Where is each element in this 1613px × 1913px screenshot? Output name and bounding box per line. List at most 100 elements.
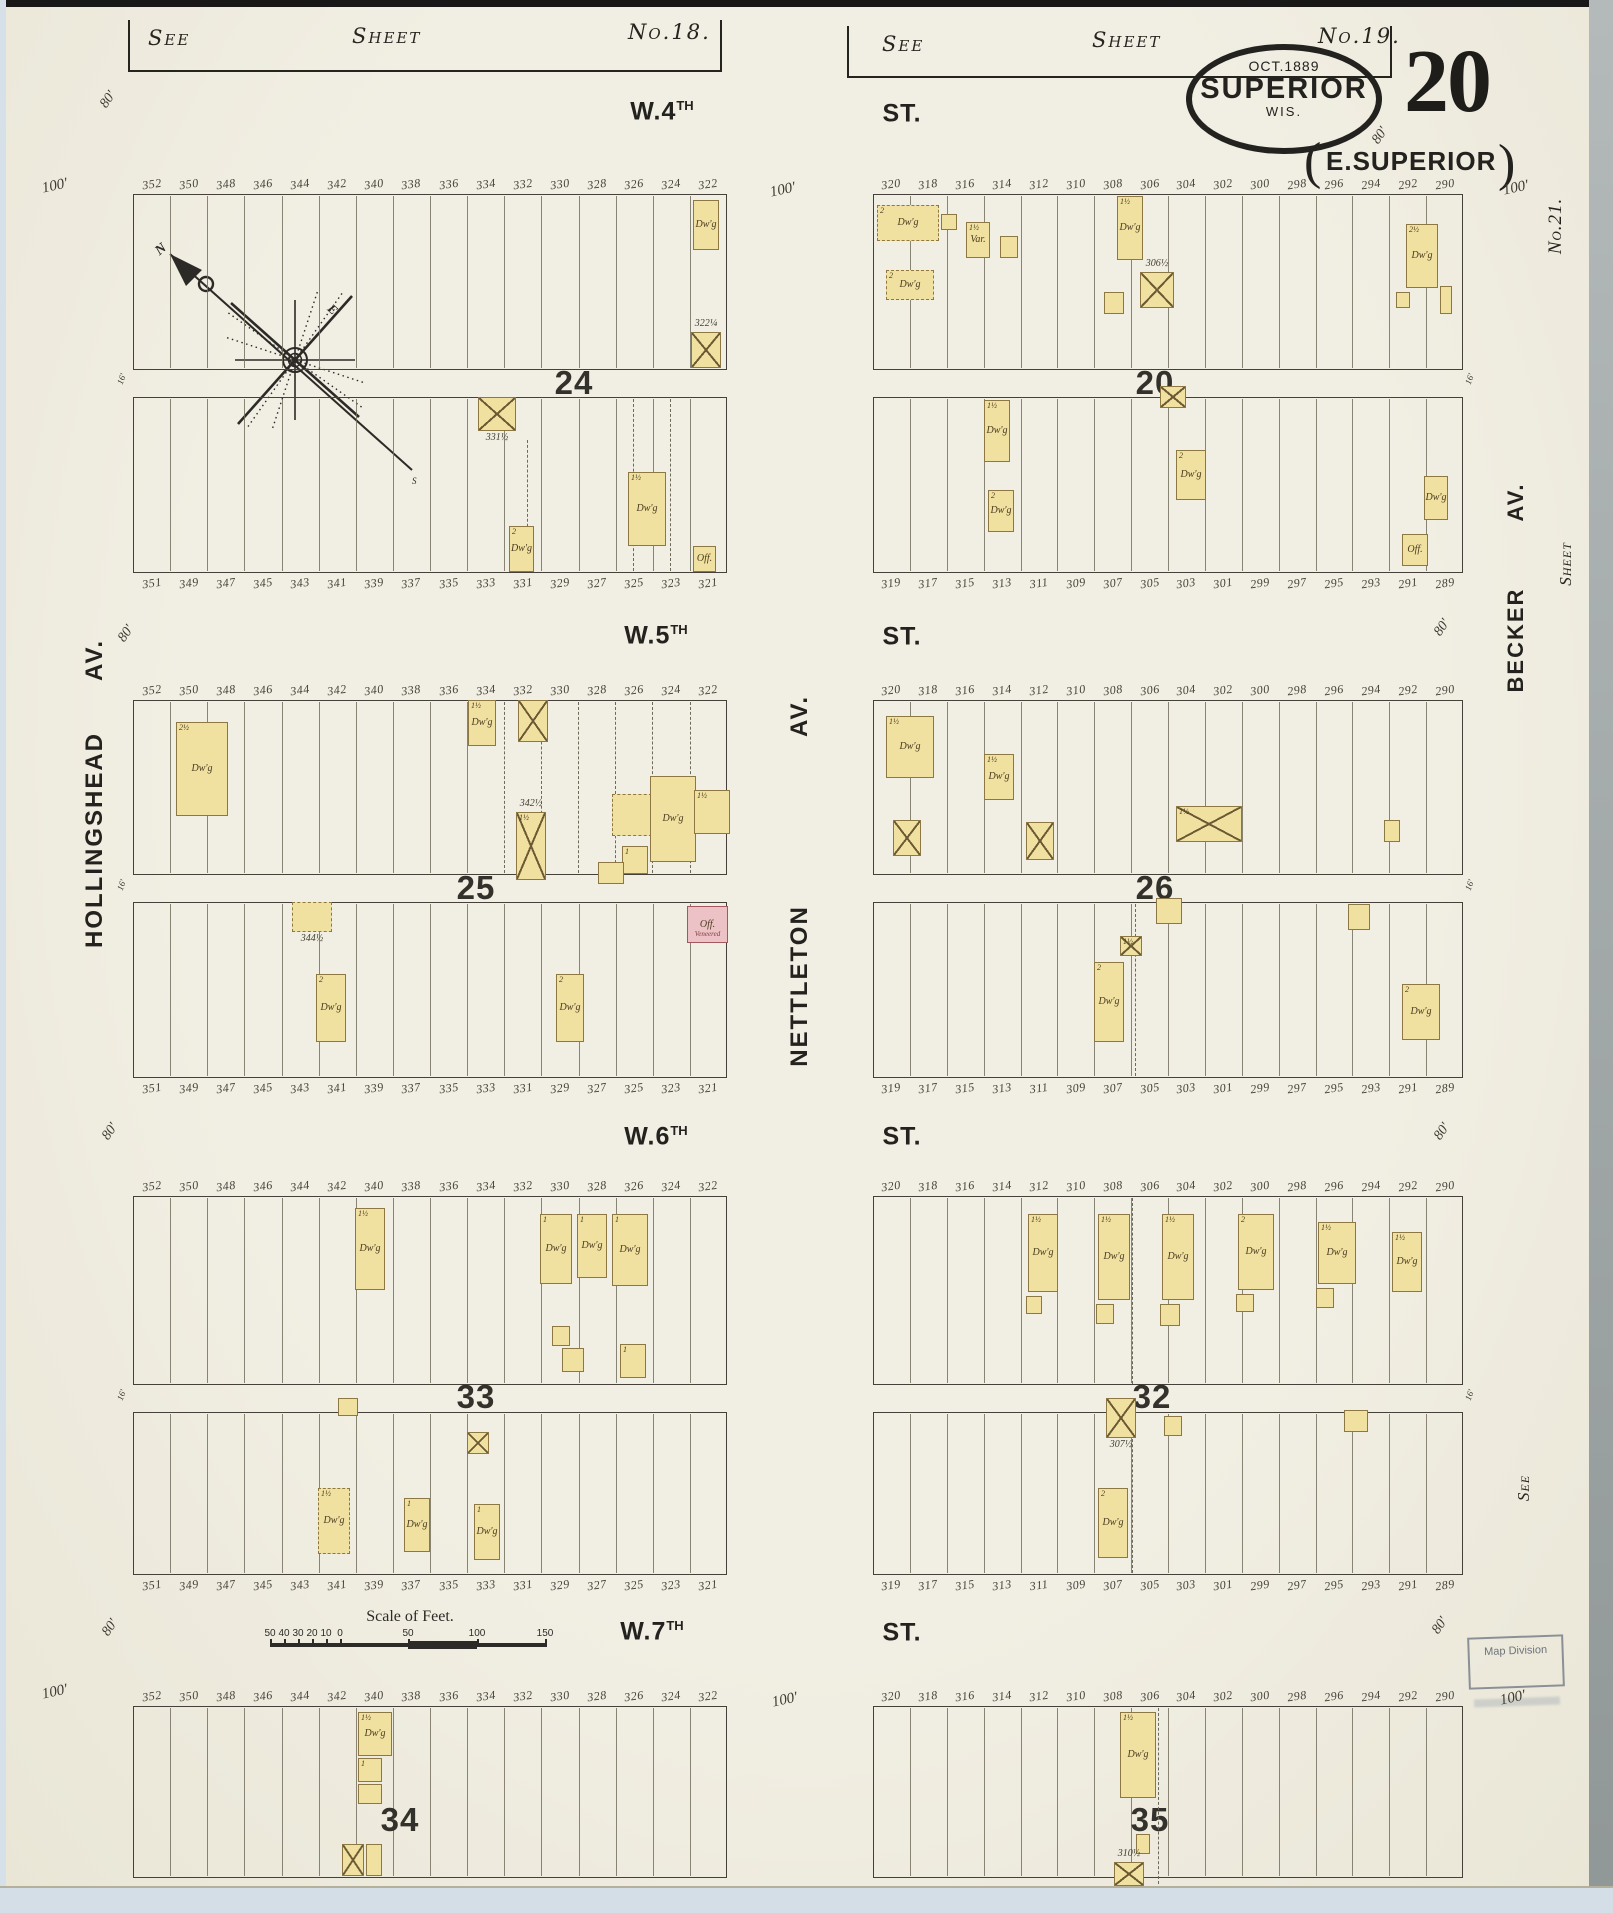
building-use-label: Dw'g: [1410, 1006, 1432, 1017]
lot-number: 321: [697, 1576, 719, 1594]
lot-number: 293: [1360, 574, 1382, 592]
block-number: 32: [1132, 1378, 1172, 1415]
lot-number: 336: [437, 1177, 460, 1195]
building-storeys: 1½: [1321, 1223, 1331, 1232]
lot-line: [578, 1414, 580, 1573]
building-storeys: 1: [543, 1215, 547, 1224]
lot-line: [1389, 1708, 1391, 1876]
lot-line: [578, 1708, 580, 1876]
building: [342, 1844, 364, 1876]
lot-number: 323: [660, 1576, 682, 1594]
lot-line: [1204, 1708, 1206, 1876]
lot-number: 321: [697, 574, 719, 592]
lot-line: [1241, 1708, 1243, 1876]
lot-line: [207, 399, 209, 571]
scale-tick-label: 150: [536, 1628, 554, 1639]
building-storeys: 2: [991, 491, 995, 500]
lot-number: 317: [917, 1079, 939, 1097]
building: 1 Dw'g: [474, 1504, 500, 1560]
building-use-label: Dw'g: [897, 217, 919, 228]
lot-number: 346: [252, 1687, 274, 1705]
scale-tick-label: 40: [278, 1628, 290, 1639]
lot-number: 305: [1138, 574, 1161, 592]
lot-line: [281, 1414, 283, 1573]
building-storeys: 1½: [1123, 1713, 1133, 1722]
lot-number: 313: [991, 1576, 1013, 1594]
building-use-label: Dw'g: [1326, 1247, 1348, 1258]
building: 1½ Dw'g: [1162, 1214, 1194, 1300]
lot-number: 294: [1360, 1177, 1382, 1195]
lot-line: [207, 904, 209, 1076]
lot-number: 334: [474, 1687, 497, 1705]
block-number: 33: [456, 1378, 496, 1415]
lot-line: [1315, 1414, 1317, 1573]
building-storeys: 1½: [1120, 197, 1130, 206]
lot-number: 334: [474, 175, 497, 193]
lot-line: [1315, 196, 1317, 368]
building: [1440, 286, 1452, 314]
right-header-tick-right: [1390, 26, 1392, 76]
lot-line: [1168, 1414, 1169, 1573]
lot-line: [1057, 702, 1059, 873]
building-storeys: 1½: [1123, 937, 1133, 946]
half-lot-dashed-line: [1158, 1708, 1159, 1884]
lot-number: 334: [474, 681, 497, 699]
building-storeys: 1½: [889, 717, 899, 726]
scale-tick-label: 20: [306, 1628, 318, 1639]
lot-line: [946, 1708, 948, 1876]
lot-line: [1204, 1198, 1206, 1383]
building: [691, 332, 721, 368]
building: 1: [358, 1758, 382, 1782]
lot-line: [983, 399, 985, 571]
building-use-label: Dw'g: [1180, 469, 1202, 480]
lot-number: 337: [400, 574, 422, 592]
lot-number: 297: [1286, 1079, 1308, 1097]
half-lot-dashed-line: [1135, 904, 1136, 1076]
scale-tick: [477, 1639, 479, 1645]
lot-line: [541, 1708, 543, 1876]
lot-number: 316: [954, 681, 976, 699]
dimension-label: 100': [1498, 1687, 1527, 1709]
building: 1½ Dw'g: [318, 1488, 350, 1554]
building-storeys: 1½: [519, 813, 529, 822]
lot-line: [946, 904, 948, 1076]
building-storeys: 1½: [1031, 1215, 1041, 1224]
lot-number: 342: [326, 1687, 348, 1705]
lot-number: 343: [289, 1576, 311, 1594]
dimension-label: 80': [1429, 1614, 1452, 1637]
lot-line: [1278, 904, 1280, 1076]
lot-number: 330: [549, 1687, 571, 1705]
lot-line: [909, 904, 911, 1076]
lot-line: [244, 702, 246, 873]
lot-line: [281, 702, 283, 873]
street-name-text: W.6: [624, 1122, 671, 1151]
lot-number: 308: [1101, 175, 1124, 193]
lot-number: 344: [289, 1687, 311, 1705]
lot-line: [1315, 399, 1317, 571]
lot-line: [1278, 1708, 1280, 1876]
left-header-number: No.18.: [628, 20, 711, 44]
lot-line: [909, 399, 911, 571]
building: 2 Dw'g: [316, 974, 346, 1042]
margin-label-sheet: Sheet: [1556, 542, 1575, 586]
lot-number: 290: [1433, 681, 1456, 699]
building-use-label: Dw'g: [364, 1728, 386, 1739]
lot-number: 292: [1396, 681, 1419, 699]
scan-edge-left: [0, 0, 6, 1913]
building-use-label: Dw'g: [323, 1515, 345, 1526]
lot-number: 299: [1249, 1576, 1271, 1594]
lot-number: 333: [474, 1576, 497, 1594]
scale-tick: [298, 1639, 300, 1645]
lot-number: 293: [1360, 1079, 1382, 1097]
avenue-label-nettleton-av: Av.: [786, 694, 813, 738]
building: [1026, 1296, 1042, 1314]
lot-number: 335: [437, 1079, 460, 1097]
building: [358, 1784, 382, 1804]
lot-number: 296: [1323, 1687, 1345, 1705]
building: 1½ Dw'g: [984, 400, 1010, 462]
lot-line: [1241, 702, 1243, 873]
lot-line: [1389, 399, 1391, 571]
lot-line: [1131, 702, 1133, 873]
half-lot-dashed-line: [1132, 1414, 1133, 1573]
